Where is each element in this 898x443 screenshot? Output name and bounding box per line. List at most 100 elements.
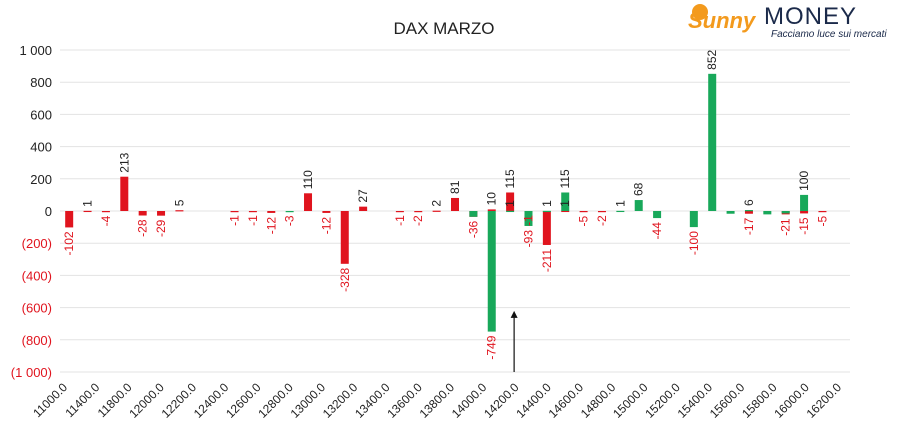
data-label: 81 bbox=[448, 180, 462, 194]
bar bbox=[248, 211, 257, 213]
bar bbox=[800, 194, 809, 211]
data-label: -211 bbox=[540, 249, 554, 272]
bar bbox=[230, 211, 239, 213]
bar bbox=[781, 211, 790, 214]
bar bbox=[469, 211, 478, 217]
data-label: 115 bbox=[558, 169, 572, 188]
bar bbox=[653, 211, 662, 219]
bar bbox=[579, 211, 588, 213]
bar bbox=[763, 211, 772, 215]
data-label: 100 bbox=[797, 171, 811, 191]
y-tick-label: 800 bbox=[30, 75, 52, 90]
bar bbox=[285, 211, 294, 213]
data-label: -749 bbox=[485, 335, 499, 359]
data-label: 68 bbox=[632, 182, 646, 196]
chart-title: DAX MARZO bbox=[393, 19, 494, 38]
logo: Sunny MONEY Facciamo luce sui mercati bbox=[688, 3, 887, 40]
bar bbox=[506, 192, 515, 211]
data-label: -102 bbox=[62, 231, 76, 255]
data-label: -328 bbox=[338, 267, 352, 291]
data-label: 2 bbox=[430, 200, 444, 207]
bar bbox=[634, 200, 643, 211]
data-label: -44 bbox=[650, 222, 664, 240]
data-label: 852 bbox=[705, 49, 719, 69]
bar bbox=[818, 211, 827, 213]
bar bbox=[744, 210, 753, 212]
data-label: -12 bbox=[264, 217, 278, 235]
sun-icon bbox=[692, 4, 708, 20]
bar bbox=[395, 211, 404, 213]
bar bbox=[561, 210, 570, 213]
annotations bbox=[510, 310, 518, 372]
data-label: 6 bbox=[742, 199, 756, 206]
data-label: 110 bbox=[301, 170, 315, 189]
bar bbox=[83, 210, 92, 213]
bar bbox=[322, 211, 331, 213]
data-label: -1 bbox=[246, 215, 260, 226]
bar bbox=[487, 211, 496, 332]
data-label: -2 bbox=[595, 215, 609, 226]
bar bbox=[175, 210, 184, 212]
logo-money: MONEY bbox=[764, 3, 857, 30]
bar bbox=[487, 209, 496, 211]
x-tick-label: 11000.0 bbox=[30, 380, 70, 420]
bar bbox=[432, 210, 441, 212]
y-tick-label: 1 000 bbox=[19, 43, 52, 58]
logo-tagline: Facciamo luce sui mercati bbox=[771, 29, 887, 40]
bar bbox=[414, 211, 423, 213]
y-tick-label: 400 bbox=[30, 140, 52, 155]
data-label: -17 bbox=[742, 217, 756, 235]
data-label: -1 bbox=[393, 215, 407, 226]
data-label: -1 bbox=[521, 215, 535, 226]
data-label: 1 bbox=[503, 200, 517, 207]
bar bbox=[101, 211, 110, 213]
y-tick-label: (1 000) bbox=[11, 365, 52, 380]
bar bbox=[451, 197, 459, 211]
data-label: -12 bbox=[319, 217, 333, 235]
data-label: 1 bbox=[81, 200, 95, 207]
bar bbox=[506, 210, 515, 213]
x-tick-label: 16200.0 bbox=[804, 380, 845, 421]
bar bbox=[726, 211, 735, 214]
data-label: -15 bbox=[797, 217, 811, 235]
arrow-head-icon bbox=[510, 310, 518, 318]
bar bbox=[542, 210, 551, 213]
data-label: 27 bbox=[356, 189, 370, 203]
data-label: 10 bbox=[485, 192, 499, 206]
bar bbox=[359, 206, 368, 211]
bar bbox=[800, 211, 809, 214]
data-label: 213 bbox=[117, 152, 131, 172]
data-label: 5 bbox=[172, 199, 186, 206]
y-tick-label: (200) bbox=[22, 236, 52, 251]
data-label: -100 bbox=[687, 231, 701, 255]
y-axis: 1 000 800 600 400 200 0 (200) (400) (600) (800) (1… bbox=[11, 43, 52, 380]
data-label: -4 bbox=[99, 215, 113, 226]
bar bbox=[708, 73, 717, 211]
bar bbox=[157, 211, 166, 216]
logo-sunny: Sunny bbox=[688, 8, 757, 33]
data-label: -5 bbox=[577, 215, 591, 226]
bars bbox=[65, 73, 827, 332]
data-label: 1 bbox=[613, 200, 627, 207]
bar bbox=[597, 211, 606, 213]
data-label: -28 bbox=[136, 219, 150, 237]
data-label: -93 bbox=[521, 230, 535, 248]
bar bbox=[689, 211, 698, 228]
data-label: 115 bbox=[503, 169, 517, 188]
data-label: -3 bbox=[283, 215, 297, 226]
data-label: -1 bbox=[228, 215, 242, 226]
bar bbox=[304, 193, 313, 211]
data-label: -21 bbox=[779, 218, 793, 236]
bar bbox=[65, 211, 74, 228]
bar bbox=[616, 210, 625, 213]
x-tick-label: 11400.0 bbox=[62, 380, 102, 420]
bar bbox=[542, 211, 551, 245]
y-tick-label: 200 bbox=[30, 172, 52, 187]
bar bbox=[138, 211, 147, 216]
bar bbox=[561, 192, 570, 211]
bar bbox=[524, 211, 533, 226]
x-axis: 11000.011400.011800.012000.012200.012400… bbox=[30, 380, 844, 421]
y-tick-label: 600 bbox=[30, 107, 52, 122]
